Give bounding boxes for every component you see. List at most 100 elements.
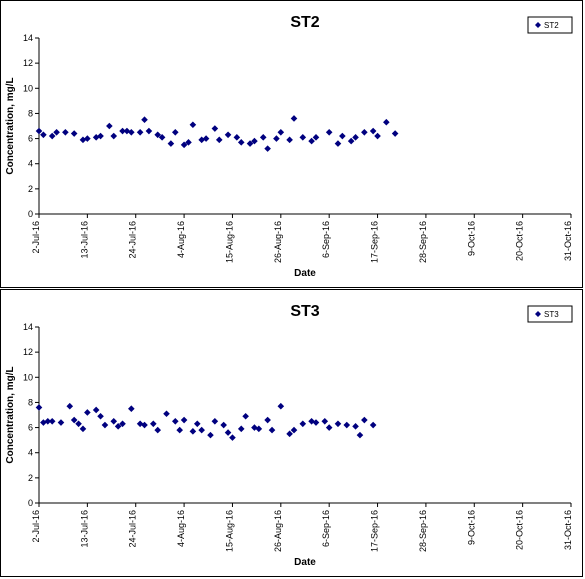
legend: ST2 xyxy=(527,16,573,34)
data-point xyxy=(119,127,126,135)
data-point xyxy=(136,128,144,136)
data-point xyxy=(242,412,249,420)
data-point xyxy=(277,128,285,136)
x-tick-label: 2-Jul-16 xyxy=(31,510,41,543)
data-point xyxy=(193,420,201,428)
data-point xyxy=(145,127,153,135)
data-point xyxy=(92,406,100,414)
data-point xyxy=(40,419,47,426)
x-tick-label: 31-Oct-16 xyxy=(563,510,573,550)
chart-panel-st2: ST2 0 2 4 6 8 10 12 14 2-Jul-16 13-Jul-16 24-Jul-16… xyxy=(0,0,583,288)
data-point xyxy=(268,426,276,434)
data-point xyxy=(92,134,100,141)
data-point xyxy=(44,417,52,425)
data-point xyxy=(273,135,280,142)
y-axis-label: Concentration, mg/L xyxy=(5,77,16,174)
data-point xyxy=(114,423,122,430)
x-axis-label: Date xyxy=(294,557,316,568)
y-tick-label: 6 xyxy=(28,423,33,433)
data-point xyxy=(277,402,285,410)
data-point xyxy=(48,132,56,140)
data-point xyxy=(53,128,60,136)
x-tick-label: 15-Aug-16 xyxy=(224,510,234,552)
y-tick-label: 10 xyxy=(23,372,33,382)
data-point xyxy=(79,136,87,144)
data-point xyxy=(180,416,188,424)
data-point xyxy=(62,128,69,136)
data-point xyxy=(110,132,118,140)
data-point xyxy=(128,128,135,136)
data-point xyxy=(171,128,179,136)
data-point xyxy=(66,402,74,410)
data-point xyxy=(110,417,118,425)
data-point xyxy=(361,128,368,136)
data-point xyxy=(334,420,342,428)
x-tick-label: 31-Oct-16 xyxy=(563,221,573,261)
data-point xyxy=(136,420,144,428)
x-tick-label: 28-Sep-16 xyxy=(418,510,428,552)
data-point xyxy=(224,131,232,139)
x-tick-label: 20-Oct-16 xyxy=(515,221,525,261)
x-tick-label: 20-Oct-16 xyxy=(515,510,525,550)
data-point xyxy=(255,425,263,433)
data-point xyxy=(383,118,390,126)
x-tick-label: 24-Jul-16 xyxy=(128,221,138,259)
data-point xyxy=(154,131,162,139)
data-point xyxy=(154,426,162,434)
data-point xyxy=(352,423,359,430)
chart-svg-st2: ST2 0 2 4 6 8 10 12 14 2-Jul-16 13-Jul-16 24-Jul-16… xyxy=(5,14,573,279)
data-point xyxy=(79,425,87,433)
y-tick-label: 12 xyxy=(23,347,33,357)
x-axis-label: Date xyxy=(294,268,316,279)
legend-marker xyxy=(535,22,541,28)
data-point xyxy=(70,416,78,424)
data-point xyxy=(251,137,258,145)
data-point xyxy=(35,404,43,411)
x-tick-label: 4-Aug-16 xyxy=(176,510,186,547)
data-point xyxy=(308,137,315,145)
data-point xyxy=(207,431,214,439)
x-tick-label: 2-Jul-16 xyxy=(31,221,41,254)
data-point xyxy=(141,116,148,124)
data-point xyxy=(259,134,267,141)
y-axis-label: Concentration, mg/L xyxy=(5,366,16,463)
x-tick-label: 13-Jul-16 xyxy=(79,510,89,548)
legend-label: ST3 xyxy=(544,310,559,319)
x-tick-label: 26-Aug-16 xyxy=(273,510,283,552)
y-tick-label: 4 xyxy=(28,159,33,169)
x-tick-label: 6-Sep-16 xyxy=(321,510,331,547)
data-point xyxy=(264,416,271,424)
data-point xyxy=(369,421,377,429)
data-point xyxy=(391,130,399,137)
data-point xyxy=(97,132,104,140)
data-point xyxy=(97,412,104,420)
data-point xyxy=(299,134,307,141)
data-point xyxy=(141,421,148,429)
x-tick-label: 17-Sep-16 xyxy=(370,510,380,552)
data-point xyxy=(369,127,377,135)
data-point xyxy=(198,426,205,434)
data-point xyxy=(339,132,346,140)
data-point xyxy=(220,421,227,429)
data-point xyxy=(75,420,82,428)
data-point xyxy=(224,429,232,436)
y-tick-label: 0 xyxy=(28,498,33,508)
data-point xyxy=(290,115,298,122)
data-point xyxy=(171,417,179,425)
y-tick-label: 10 xyxy=(23,83,33,93)
data-point xyxy=(48,417,56,425)
legend: ST3 xyxy=(527,305,573,323)
data-point xyxy=(150,420,157,428)
y-tick-label: 12 xyxy=(23,58,33,68)
data-point xyxy=(325,128,333,136)
data-point xyxy=(215,136,223,144)
data-point xyxy=(229,434,236,441)
y-tick-label: 8 xyxy=(28,108,33,118)
data-point xyxy=(158,134,166,141)
data-point xyxy=(286,136,293,144)
data-point xyxy=(264,145,271,152)
x-tick-label: 24-Jul-16 xyxy=(128,510,138,548)
data-point xyxy=(312,134,320,141)
y-tick-label: 14 xyxy=(23,33,33,43)
data-point xyxy=(334,140,342,147)
